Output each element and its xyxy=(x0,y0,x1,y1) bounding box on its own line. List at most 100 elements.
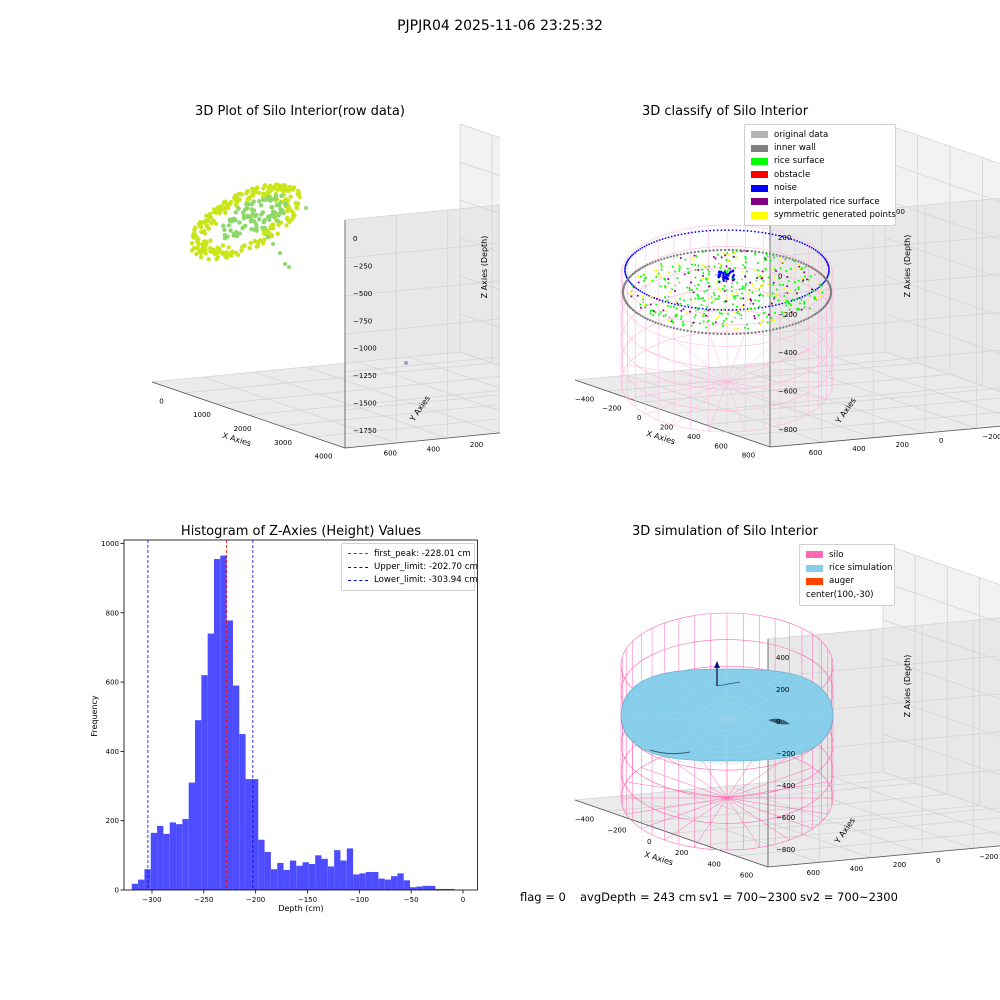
classified-point xyxy=(712,256,715,259)
raw-point xyxy=(285,208,290,214)
raw-point xyxy=(288,194,293,199)
noise-point xyxy=(727,308,730,311)
histogram-bar xyxy=(232,685,240,890)
inner-wall-point xyxy=(743,332,746,335)
raw-point xyxy=(228,228,233,233)
inner-wall-point xyxy=(712,249,715,252)
noise-point xyxy=(778,303,780,306)
inner-wall-point xyxy=(693,330,697,334)
noise-point xyxy=(761,306,763,309)
classified-point xyxy=(652,309,655,312)
classified-point xyxy=(671,265,674,268)
classified-point xyxy=(703,299,706,302)
classified-point xyxy=(797,286,800,289)
raw-x-axis-label: X Axies xyxy=(221,431,252,448)
classified-point xyxy=(667,295,670,298)
noise-point xyxy=(718,270,721,273)
classified-point xyxy=(704,308,707,311)
classify-3d-plot: −400−20002004006008006004002000−200−400−… xyxy=(574,123,1000,460)
noise-point xyxy=(717,273,721,277)
raw-point xyxy=(224,201,230,207)
noise-point xyxy=(674,303,676,306)
classified-point xyxy=(669,291,672,294)
classified-point xyxy=(775,288,778,291)
noise-point xyxy=(627,258,630,261)
classified-point xyxy=(637,275,640,278)
classified-point xyxy=(732,295,735,298)
classified-point xyxy=(781,311,784,314)
raw-outlier-point xyxy=(263,226,267,230)
classified-point xyxy=(736,281,739,284)
classified-point xyxy=(734,295,737,298)
classified-point xyxy=(787,301,790,304)
raw-point xyxy=(206,226,211,231)
classified-point xyxy=(714,321,717,324)
noise-point xyxy=(826,274,829,277)
raw-point xyxy=(248,240,253,246)
classified-point xyxy=(725,258,728,261)
inner-wall-point xyxy=(697,331,700,334)
noise-point xyxy=(712,308,715,311)
classified-point xyxy=(733,310,736,313)
noise-point xyxy=(732,278,735,281)
classified-point xyxy=(706,305,709,308)
z-tick-label: 0 xyxy=(353,235,357,243)
noise-point xyxy=(816,287,819,290)
classified-point xyxy=(744,275,747,278)
classified-point xyxy=(659,275,662,278)
simulation-x-axis-label: X Axies xyxy=(643,850,674,867)
classified-point xyxy=(702,274,705,277)
noise-point xyxy=(698,230,700,233)
legend-entry: noise xyxy=(751,182,889,195)
legend-label: inner wall xyxy=(774,143,816,154)
inner-wall-point xyxy=(818,271,821,274)
classified-point xyxy=(797,264,800,267)
raw-point xyxy=(210,250,216,255)
classified-point xyxy=(637,281,640,284)
histogram-bar xyxy=(340,860,347,890)
raw-point xyxy=(214,256,219,262)
histogram-bar xyxy=(213,559,221,890)
classified-point xyxy=(735,256,738,259)
silo-wire-spoke xyxy=(726,767,813,799)
noise-point xyxy=(717,275,721,278)
inner-wall-point xyxy=(750,250,753,253)
silo-wire-spoke xyxy=(726,781,828,799)
x-tick-label: −200 xyxy=(602,405,621,413)
raw-point xyxy=(270,209,276,214)
noise-point xyxy=(691,231,693,234)
classified-point xyxy=(717,315,720,318)
raw-point xyxy=(196,241,201,246)
classified-point xyxy=(723,284,726,287)
classified-point xyxy=(771,283,774,286)
histogram-bar xyxy=(315,855,322,890)
classified-point xyxy=(667,282,670,285)
classified-point xyxy=(662,315,665,318)
noise-point xyxy=(630,283,633,286)
classified-point xyxy=(767,313,770,316)
noise-point xyxy=(624,267,626,270)
inner-wall-point xyxy=(637,268,640,272)
legend-entry: Upper_limit: -202.70 cm xyxy=(348,560,478,573)
inner-wall-point xyxy=(716,332,719,336)
classified-point xyxy=(643,303,646,306)
raw-point xyxy=(276,213,281,218)
y-tick-label: −200 xyxy=(979,853,998,861)
noise-point xyxy=(709,308,712,311)
classified-point xyxy=(693,284,696,287)
raw-point xyxy=(199,246,205,252)
classified-point xyxy=(734,267,737,270)
histogram-bar xyxy=(403,880,411,890)
z-tick-label: −1500 xyxy=(353,399,377,407)
classified-point xyxy=(706,315,709,318)
classified-point xyxy=(667,278,670,281)
raw-point xyxy=(287,184,293,190)
classified-point xyxy=(695,255,698,258)
classified-point xyxy=(717,297,720,300)
raw-point xyxy=(233,250,239,256)
noise-point xyxy=(742,229,745,232)
classified-point xyxy=(697,308,700,311)
classified-point xyxy=(771,320,774,323)
classified-point xyxy=(773,268,776,271)
noise-point xyxy=(822,282,825,284)
